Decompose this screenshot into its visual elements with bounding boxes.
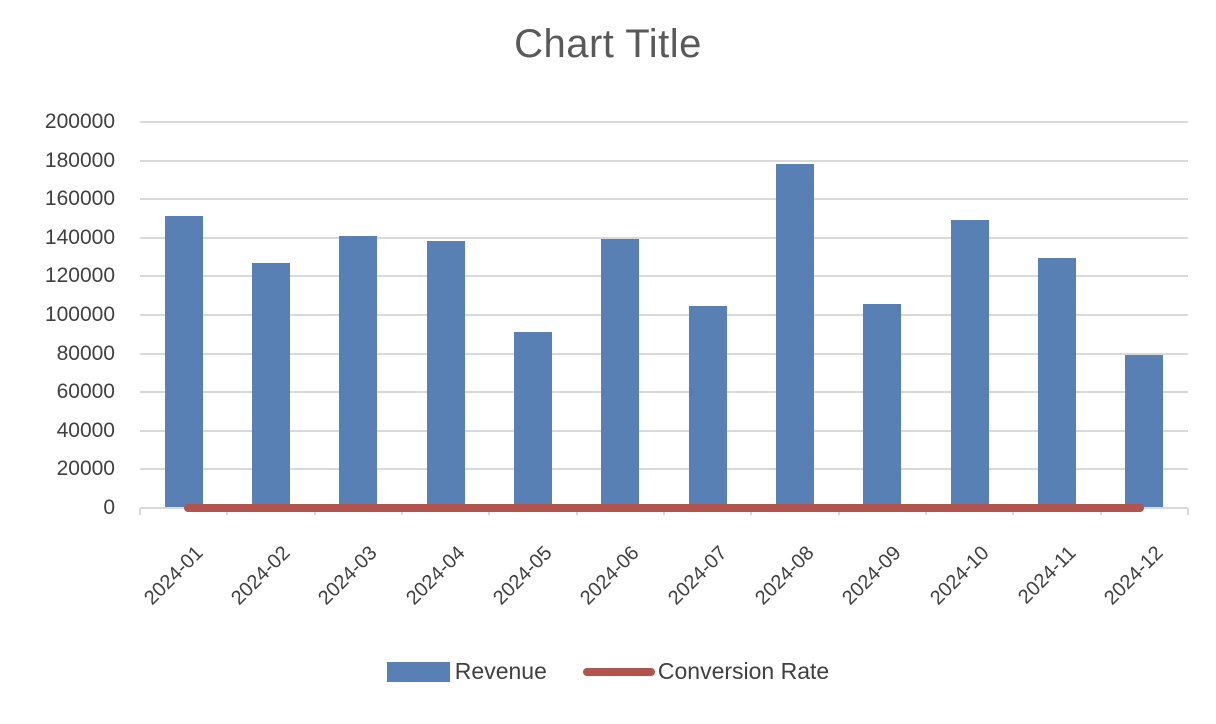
gridline-40000 (140, 429, 1188, 432)
bar-2024-09 (863, 304, 902, 508)
x-tick-label-2024-10: 2024-10 (925, 542, 994, 610)
y-tick-label-60000: 60000 (56, 380, 115, 404)
gridline-100000 (140, 314, 1188, 316)
gridline-160000 (140, 198, 1188, 201)
x-axis: 2024-01 2024-02 2024-03 2024-04 2024-05 2024-… (140, 508, 1188, 648)
y-tick-label-140000: 140000 (44, 225, 115, 249)
legend-item-revenue: Revenue (386, 658, 547, 685)
y-tick-label-180000: 180000 (44, 148, 115, 172)
chart-title: Chart Title (514, 22, 702, 66)
bar-2024-11 (1038, 258, 1076, 508)
bar-2024-10 (950, 220, 989, 508)
x-axis-tick (139, 508, 141, 515)
x-axis-tick (1187, 508, 1189, 515)
gridline-60000 (140, 391, 1188, 394)
y-tick-label-80000: 80000 (56, 341, 115, 365)
plot-area (139, 121, 1189, 515)
y-tick-label-0: 0 (103, 496, 115, 519)
y-tick-label-100000: 100000 (44, 303, 115, 326)
bar-2024-01 (164, 215, 203, 508)
legend-label-revenue: Revenue (454, 658, 547, 684)
gridline-20000 (140, 468, 1188, 471)
gridline-80000 (140, 352, 1188, 355)
x-tick-label-2024-04: 2024-04 (401, 542, 470, 610)
y-tick-label-160000: 160000 (44, 187, 115, 211)
bar-2024-08 (776, 163, 814, 508)
x-tick-label-2024-08: 2024-08 (751, 542, 819, 610)
x-tick-label-2024-02: 2024-02 (227, 542, 295, 610)
gridline-180000 (140, 159, 1188, 162)
legend-label-conversion-rate: Conversion Rate (657, 658, 830, 684)
bar-2024-12 (1125, 354, 1164, 508)
gridline-140000 (140, 236, 1188, 239)
bar-2024-02 (252, 262, 290, 508)
y-tick-label-20000: 20000 (56, 457, 115, 481)
x-tick-label-2024-11: 2024-11 (1014, 542, 1081, 609)
x-tick-label-2024-09: 2024-09 (838, 542, 906, 610)
x-tick-label-2024-06: 2024-06 (576, 542, 644, 610)
bar-2024-03 (339, 235, 378, 508)
bar-2024-07 (688, 306, 727, 508)
legend: Revenue Conversion Rate (0, 658, 1216, 685)
x-tick-label-2024-03: 2024-03 (314, 542, 382, 610)
gridline-120000 (140, 275, 1188, 278)
gridline-200000 (140, 121, 1188, 123)
y-axis: 0 20000 40000 60000 80000 100000 120000 140000 1… (0, 110, 132, 519)
y-tick-label-40000: 40000 (56, 418, 115, 442)
x-tick-label-2024-07: 2024-07 (663, 542, 732, 610)
bar-2024-06 (601, 238, 640, 508)
x-tick-label-2024-01: 2024-01 (139, 542, 208, 610)
conversion-rate-swatch-icon (582, 667, 655, 676)
conversion-rate-line (183, 504, 1145, 512)
y-tick-label-120000: 120000 (44, 264, 115, 288)
bar-2024-05 (514, 332, 552, 508)
x-tick-label-2024-05: 2024-05 (489, 542, 557, 610)
revenue-swatch-icon (386, 661, 450, 682)
bar-2024-04 (426, 240, 465, 508)
y-tick-label-200000: 200000 (44, 110, 115, 133)
x-tick-label-2024-12: 2024-12 (1100, 542, 1168, 610)
legend-item-conversion-rate: Conversion Rate (582, 658, 830, 685)
